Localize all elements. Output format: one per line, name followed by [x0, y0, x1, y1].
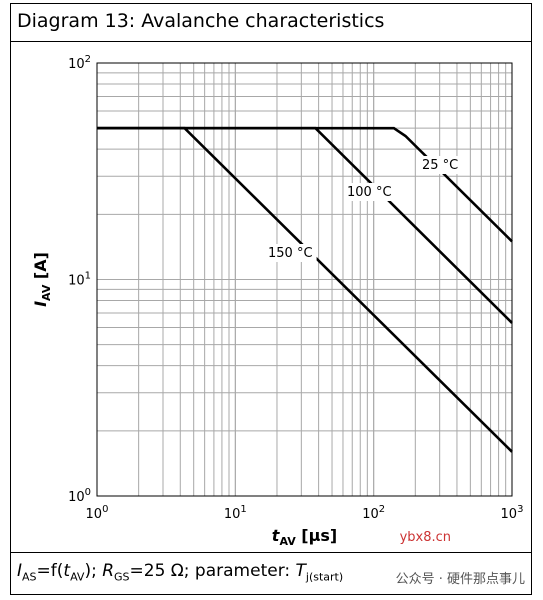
title-bar: Diagram 13: Avalanche characteristics — [11, 4, 531, 42]
y-axis-label-unit: [A] — [31, 252, 50, 285]
series-label: 100 °C — [347, 185, 392, 200]
y-tick-label: 102 — [68, 54, 91, 72]
y-tick-base: 10 — [68, 274, 85, 289]
x-tick-label: 101 — [224, 504, 247, 522]
x-tick-exponent: 1 — [240, 504, 246, 515]
caption-bar: IAS=f(tAV); RGS=25 Ω; parameter: Tj(star… — [11, 552, 531, 594]
x-axis-label-unit: [µs] — [296, 526, 338, 545]
caption: IAS=f(tAV); RGS=25 Ω; parameter: Tj(star… — [17, 561, 343, 583]
y-axis-label-main: I — [31, 301, 50, 307]
plot-border — [96, 62, 513, 497]
caption-mid3: =25 Ω; parameter: — [129, 561, 296, 581]
caption-tj-sub: j(start) — [305, 570, 344, 584]
x-tick-base: 10 — [501, 507, 518, 522]
watermark-text: 公众号 · 硬件那点事儿 — [395, 572, 525, 587]
diagram-title: Diagram 13: Avalanche characteristics — [17, 10, 385, 32]
caption-tj: T — [295, 561, 306, 581]
x-axis-label-sub: AV — [279, 535, 296, 548]
series-label: 25 °C — [422, 158, 458, 173]
y-tick-label: 100 — [68, 487, 91, 505]
x-tick-exponent: 2 — [379, 504, 385, 515]
x-tick-label: 103 — [501, 504, 524, 522]
series-line-150c — [97, 126, 513, 453]
x-axis-label: tAV [µs] — [272, 526, 337, 548]
x-tick-base: 10 — [362, 507, 379, 522]
caption-tav: t — [63, 561, 71, 581]
y-tick-exponent: 1 — [85, 271, 91, 282]
caption-rgs-sub: GS — [114, 570, 130, 584]
caption-ias: I — [17, 561, 23, 581]
series-label: 150 °C — [268, 246, 313, 261]
caption-rgs: R — [102, 561, 115, 581]
x-axis-label-main: t — [272, 526, 281, 545]
series-label-bg — [419, 156, 463, 174]
x-tick-base: 10 — [224, 507, 241, 522]
y-tick-label: 101 — [68, 271, 91, 289]
y-axis-label-sub: AV — [40, 284, 53, 301]
series-label-bg — [344, 183, 396, 201]
x-tick-label: 102 — [362, 504, 385, 522]
x-tick-exponent: 3 — [517, 504, 523, 515]
caption-tav-sub: AV — [70, 570, 85, 584]
curves: 25 °C 100 °C 150 °C — [97, 126, 513, 453]
series-line-25c — [97, 126, 513, 243]
y-axis-label: IAV [A] — [31, 252, 53, 307]
caption-ias-sub: AS — [22, 570, 37, 584]
caption-mid2: ); — [84, 561, 103, 581]
y-tick-base: 10 — [68, 490, 85, 505]
series-label-bg — [265, 244, 317, 262]
y-tick-exponent: 0 — [85, 487, 91, 498]
watermark-site: ybx8.cn — [399, 530, 451, 545]
x-tick-label: 100 — [86, 504, 109, 522]
y-tick-exponent: 2 — [85, 54, 91, 65]
x-tick-base: 10 — [86, 507, 103, 522]
x-tick-exponent: 0 — [102, 504, 108, 515]
y-tick-base: 10 — [68, 57, 85, 72]
caption-mid1: =f( — [36, 561, 64, 581]
